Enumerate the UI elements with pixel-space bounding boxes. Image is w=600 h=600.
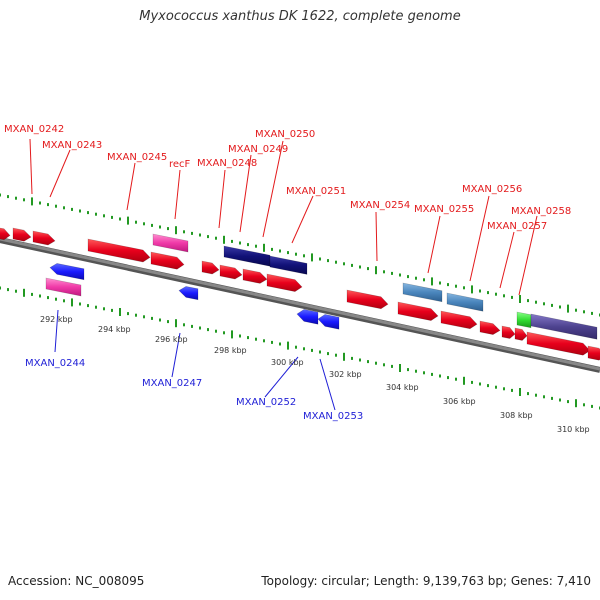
gene-label: MXAN_0247: [142, 378, 202, 389]
gene-arrow: [526, 331, 591, 356]
leader-line: [518, 215, 538, 296]
gene-label: MXAN_0242: [4, 124, 64, 135]
gene-arrow: [242, 268, 268, 284]
leader-line: [239, 154, 252, 233]
label-leader-lines: [29, 138, 538, 411]
reverse-gene-arrow: [317, 314, 340, 330]
gene-arrow: [501, 325, 516, 339]
accession-text: Accession: NC_008095: [8, 574, 145, 588]
gene-arrow: [269, 255, 308, 275]
gene-arrow: [530, 313, 598, 340]
gene-arrow: [0, 227, 11, 241]
scale-label: 296 kbp: [155, 335, 188, 344]
leader-line: [29, 138, 33, 195]
leader-line: [427, 215, 441, 274]
outer-tick-track: [0, 193, 600, 317]
genome-summary-text: Topology: circular; Length: 9,139,763 bp…: [261, 574, 591, 588]
gene-arrow: [45, 277, 82, 297]
leader-line: [54, 309, 59, 353]
leader-line: [375, 211, 378, 262]
gene-label: MXAN_0252: [236, 397, 296, 408]
gene-label: MXAN_0243: [42, 140, 102, 151]
gene-arrow: [152, 233, 189, 253]
backbone-line: [0, 237, 600, 371]
scale-label: 306 kbp: [443, 397, 476, 406]
gene-label: MXAN_0251: [286, 186, 346, 197]
gene-arrow: [479, 320, 501, 335]
gene-arrow: [87, 238, 151, 263]
gene-label: MXAN_0257: [487, 221, 547, 232]
scale-label: 298 kbp: [214, 346, 247, 355]
leader-line: [469, 195, 490, 282]
map-title: Myxococcus xanthus DK 1622, complete gen…: [139, 9, 461, 24]
scale-label: 302 kbp: [329, 370, 362, 379]
gene-arrow: [266, 273, 303, 292]
gene-label: MXAN_0254: [350, 200, 410, 211]
scale-label: 294 kbp: [98, 325, 131, 334]
reverse-gene-arrow: [296, 309, 319, 325]
gene-arrow: [516, 311, 532, 329]
scale-label: 292 kbp: [40, 315, 73, 324]
gene-arrow: [32, 230, 56, 246]
inner-tick-track: [0, 286, 600, 410]
leader-line: [218, 169, 226, 229]
gene-arrow: [12, 227, 32, 242]
leader-line: [262, 140, 284, 238]
leader-line: [49, 149, 71, 198]
leader-line: [291, 195, 314, 244]
scale-label: 304 kbp: [386, 383, 419, 392]
gene-label: MXAN_0256: [462, 184, 522, 195]
reverse-gene-arrow: [178, 286, 199, 301]
leader-line: [499, 231, 515, 289]
gene-label: MXAN_0253: [303, 411, 363, 422]
gene-label: MXAN_0244: [25, 358, 85, 369]
scale-label: 308 kbp: [500, 411, 533, 420]
gene-arrow: [201, 260, 220, 275]
gene-arrow: [402, 282, 443, 303]
gene-arrow: [397, 301, 439, 321]
reverse-gene-arrow: [49, 263, 85, 281]
gene-label: MXAN_0248: [197, 158, 257, 169]
gene-label: MXAN_0250: [255, 129, 315, 140]
gene-arrow: [440, 310, 478, 330]
leader-line: [264, 356, 299, 398]
gene-arrow: [346, 289, 389, 310]
leader-line: [126, 162, 136, 211]
gene-label: recF: [169, 159, 191, 170]
gene-label: MXAN_0255: [414, 204, 474, 215]
leader-line: [174, 169, 181, 220]
gene-arrow: [587, 345, 600, 361]
scale-label: 310 kbp: [557, 425, 590, 434]
gene-arrow: [446, 292, 484, 312]
gene-label: MXAN_0249: [228, 144, 288, 155]
scale-labels: 292 kbp 294 kbp 296 kbp 298 kbp 300 kbp 302 k…: [40, 315, 590, 434]
leader-line: [171, 332, 181, 378]
gene-arrow: [219, 264, 243, 280]
gene-label: MXAN_0258: [511, 206, 571, 217]
scale-label: 300 kbp: [271, 358, 304, 367]
gene-arrow: [150, 251, 185, 270]
gene-features: [0, 227, 600, 361]
gene-label: MXAN_0245: [107, 152, 167, 163]
genome-backbone: [0, 237, 600, 373]
leader-line: [319, 358, 336, 411]
gene-arrow: [514, 327, 528, 341]
